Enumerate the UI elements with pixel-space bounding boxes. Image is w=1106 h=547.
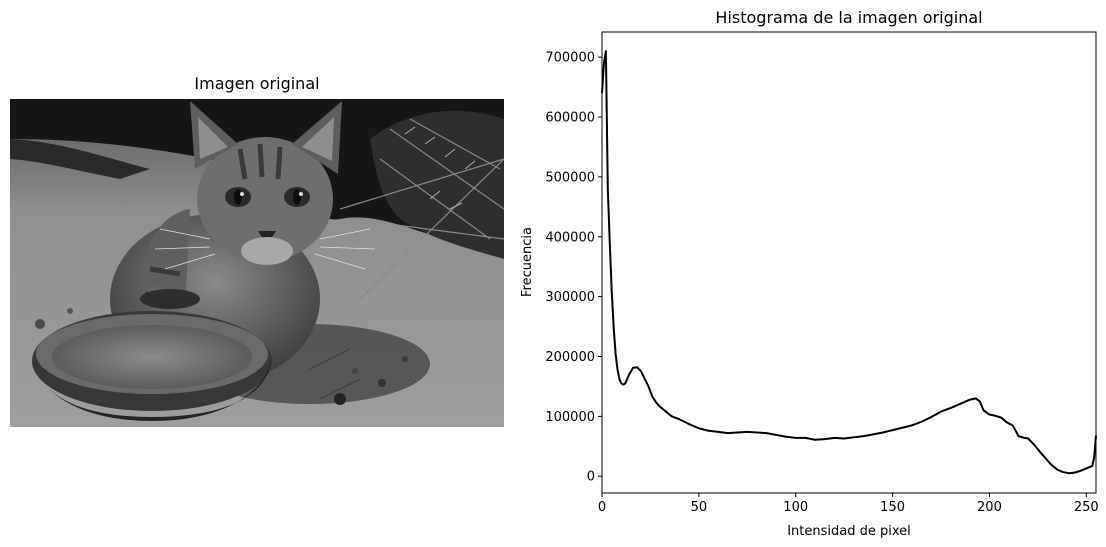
chart-title: Histograma de la imagen original	[715, 8, 982, 27]
x-tick-label: 150	[880, 500, 905, 515]
x-tick-label: 200	[977, 500, 1002, 515]
y-axis-label: Frecuencia	[520, 227, 535, 297]
y-tick-label: 0	[587, 470, 595, 485]
x-axis-label: Intensidad de pixel	[787, 524, 911, 539]
x-tick-label: 0	[598, 500, 606, 515]
image-title: Imagen original	[194, 74, 320, 93]
y-tick-label: 400000	[545, 230, 595, 245]
y-tick-label: 200000	[545, 350, 595, 365]
y-tick-label: 600000	[545, 111, 595, 126]
y-tick-label: 100000	[545, 410, 595, 425]
x-tick-label: 250	[1074, 500, 1099, 515]
y-tick-label: 500000	[545, 170, 595, 185]
axes-frame	[601, 31, 1097, 494]
histogram-line	[601, 50, 1097, 475]
cat-photo	[10, 99, 504, 427]
x-tick-label: 50	[691, 500, 708, 515]
y-tick-label: 300000	[545, 290, 595, 305]
y-tick-label: 700000	[545, 51, 595, 66]
x-tick-label: 100	[783, 500, 808, 515]
